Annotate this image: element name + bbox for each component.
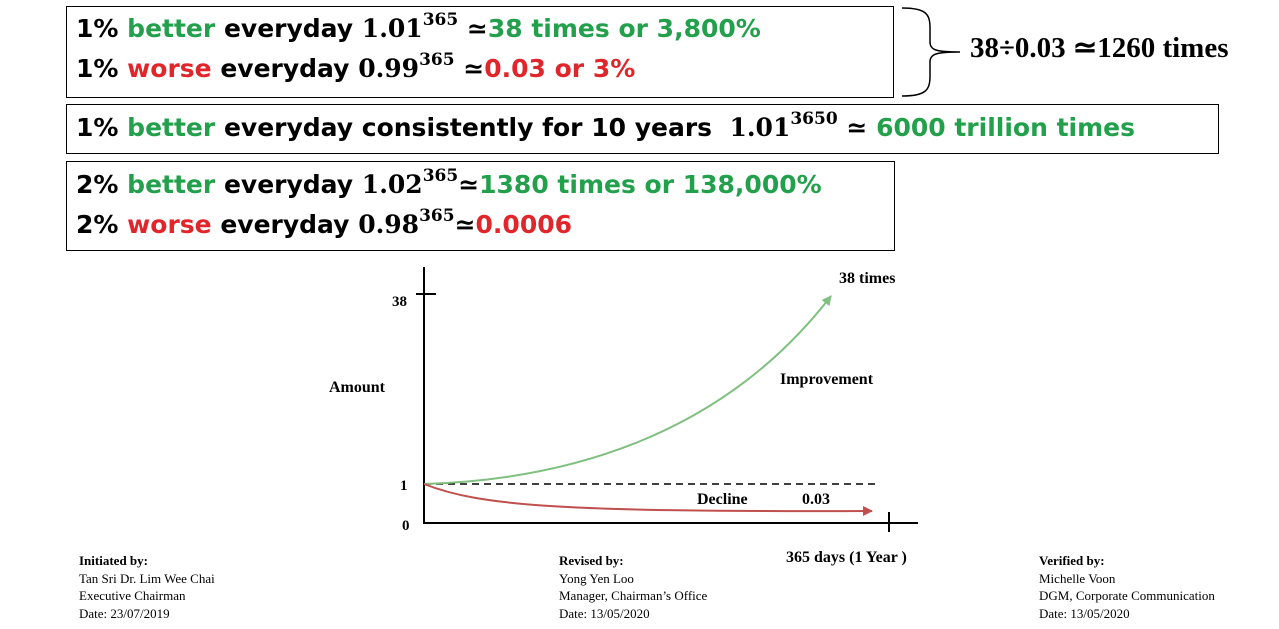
signoff-date: Date: 13/05/2020 bbox=[559, 605, 650, 621]
decline-curve bbox=[423, 483, 873, 517]
improvement-end-label: 38 times bbox=[839, 270, 895, 287]
formula-2pct-worse: 2% worse everyday 0.98365≃0.0006 bbox=[76, 205, 573, 239]
signoff-initiated: Initiated by: Tan Sri Dr. Lim Wee Chai E… bbox=[79, 552, 215, 622]
y-tick-label-1: 1 bbox=[400, 478, 408, 494]
signoff-heading: Initiated by: bbox=[79, 553, 148, 568]
signoff-title: Manager, Chairman’s Office bbox=[559, 588, 708, 603]
decline-label: Decline bbox=[697, 491, 748, 508]
signoff-date: Date: 13/05/2020 bbox=[1039, 605, 1130, 621]
y-tick-label-38: 38 bbox=[392, 294, 407, 310]
signoff-title: DGM, Corporate Communication bbox=[1039, 588, 1215, 603]
improvement-label: Improvement bbox=[780, 371, 874, 388]
curly-brace-icon bbox=[901, 7, 961, 97]
formula-1pct-worse: 1% worse everyday 0.99365 ≃0.03 or 3% bbox=[76, 49, 636, 83]
signoff-name: Tan Sri Dr. Lim Wee Chai bbox=[79, 570, 215, 586]
signoff-verified: Verified by: Michelle Voon DGM, Corporat… bbox=[1039, 552, 1215, 622]
signoff-name: Michelle Voon bbox=[1039, 570, 1116, 586]
improvement-curve bbox=[423, 295, 832, 485]
formula-box-10years bbox=[66, 104, 1219, 154]
signoff-revised: Revised by: Yong Yen Loo Manager, Chairm… bbox=[559, 552, 707, 622]
signoff-date: Date: 23/07/2019 bbox=[79, 605, 170, 621]
signoff-name: Yong Yen Loo bbox=[559, 570, 634, 586]
y-tick-label-0: 0 bbox=[402, 518, 410, 534]
ratio-text: 38÷0.03 ≃1260 times bbox=[970, 32, 1229, 64]
signoff-heading: Verified by: bbox=[1039, 553, 1105, 568]
formula-box-2pct bbox=[66, 161, 895, 251]
decline-value-label: 0.03 bbox=[802, 491, 830, 508]
x-axis-label: 365 days (1 Year ) bbox=[786, 549, 907, 566]
signoff-title: Executive Chairman bbox=[79, 588, 186, 603]
formula-box-1pct bbox=[66, 6, 894, 98]
formula-1pct-better: 1% better everyday 1.01365 ≃38 times or … bbox=[76, 9, 761, 43]
formula-2pct-better: 2% better everyday 1.02365≃1380 times or… bbox=[76, 165, 822, 199]
signoff-heading: Revised by: bbox=[559, 553, 624, 568]
y-axis-label: Amount bbox=[329, 379, 386, 396]
formula-10years: 1% better everyday consistently for 10 y… bbox=[76, 108, 1135, 142]
